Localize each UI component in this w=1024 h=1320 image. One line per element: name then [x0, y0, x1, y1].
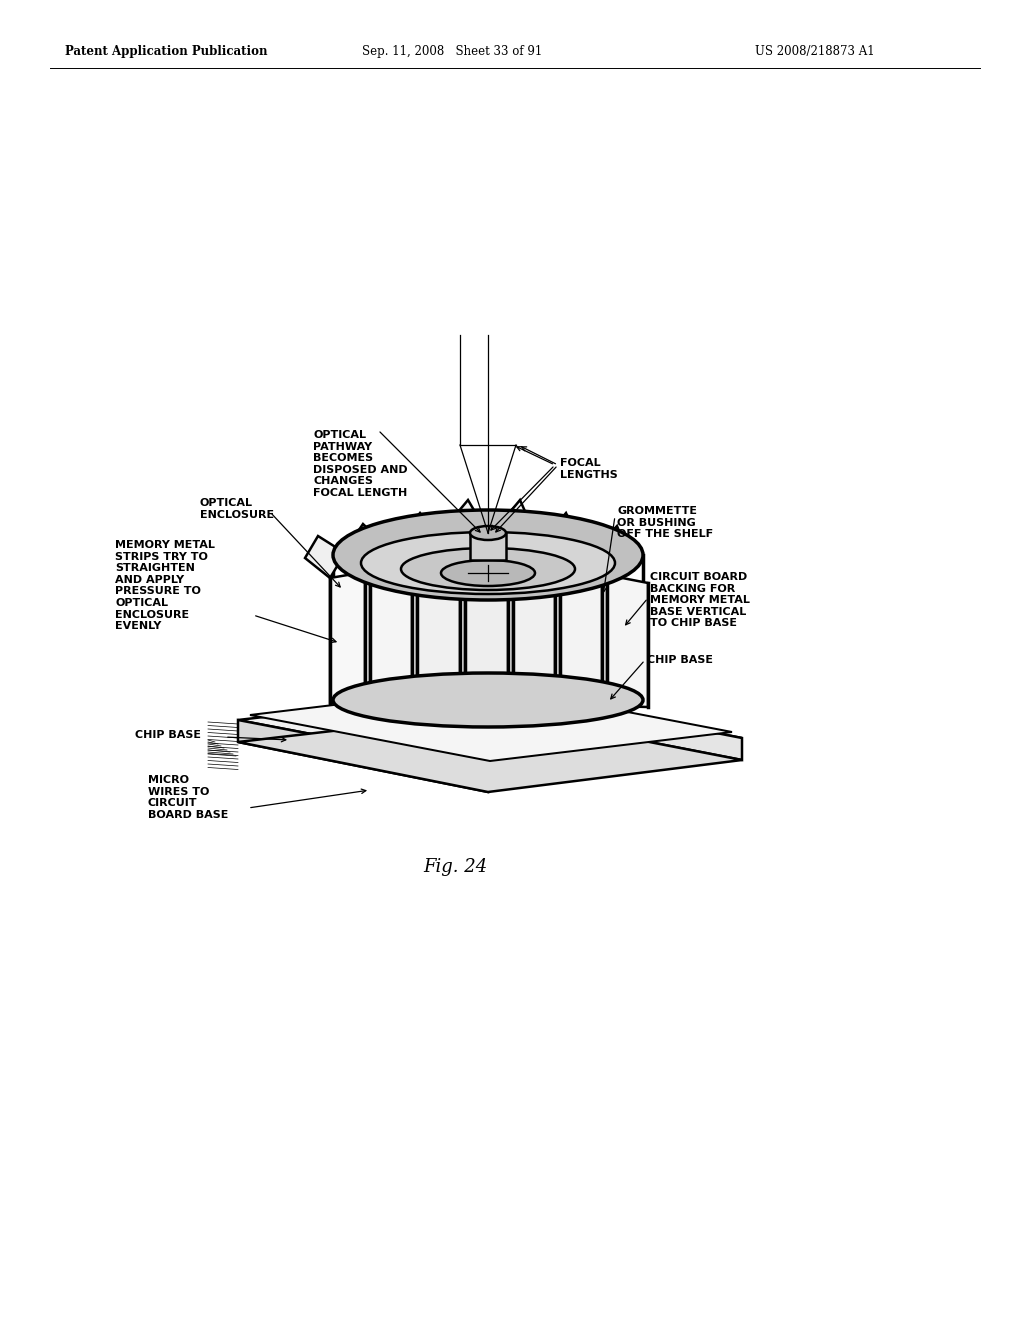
Text: Fig. 24: Fig. 24 — [423, 858, 487, 876]
Text: OPTICAL
ENCLOSURE: OPTICAL ENCLOSURE — [200, 498, 274, 520]
Polygon shape — [449, 500, 488, 560]
Polygon shape — [417, 558, 460, 697]
Polygon shape — [348, 524, 388, 572]
Polygon shape — [465, 558, 508, 693]
Polygon shape — [500, 500, 535, 560]
Text: MEMORY METAL
STRIPS TRY TO
STRAIGHTEN
AND APPLY
PRESSURE TO
OPTICAL
ENCLOSURE
EV: MEMORY METAL STRIPS TRY TO STRAIGHTEN AN… — [115, 540, 215, 631]
Text: CHIP BASE: CHIP BASE — [647, 655, 713, 665]
Text: MICRO
WIRES TO
CIRCUIT
BOARD BASE: MICRO WIRES TO CIRCUIT BOARD BASE — [148, 775, 228, 820]
Polygon shape — [548, 513, 580, 564]
Text: GROMMETTE
OR BUSHING
OFF THE SHELF: GROMMETTE OR BUSHING OFF THE SHELF — [617, 506, 713, 539]
Polygon shape — [513, 561, 555, 697]
Ellipse shape — [333, 510, 643, 601]
Polygon shape — [250, 686, 732, 762]
Polygon shape — [495, 690, 742, 760]
Ellipse shape — [401, 548, 575, 590]
Ellipse shape — [333, 673, 643, 727]
Ellipse shape — [470, 525, 506, 540]
Polygon shape — [238, 711, 742, 792]
Text: CHIP BASE: CHIP BASE — [135, 730, 201, 741]
Polygon shape — [333, 554, 643, 700]
Text: FOCAL
LENGTHS: FOCAL LENGTHS — [560, 458, 617, 479]
Text: Sep. 11, 2008   Sheet 33 of 91: Sep. 11, 2008 Sheet 33 of 91 — [362, 45, 543, 58]
Text: US 2008/218873 A1: US 2008/218873 A1 — [755, 45, 874, 58]
Polygon shape — [305, 536, 345, 578]
Polygon shape — [238, 690, 742, 768]
Ellipse shape — [361, 532, 615, 594]
Polygon shape — [330, 572, 365, 704]
Text: CIRCUIT BOARD
BACKING FOR
MEMORY METAL
BASE VERTICAL
TO CHIP BASE: CIRCUIT BOARD BACKING FOR MEMORY METAL B… — [650, 572, 750, 628]
Polygon shape — [560, 566, 602, 704]
Ellipse shape — [441, 560, 535, 586]
Polygon shape — [370, 565, 412, 702]
Polygon shape — [470, 533, 506, 560]
Text: Patent Application Publication: Patent Application Publication — [65, 45, 267, 58]
Polygon shape — [607, 576, 648, 708]
Polygon shape — [402, 513, 440, 565]
Text: OPTICAL
PATHWAY
BECOMES
DISPOSED AND
CHANGES
FOCAL LENGTH: OPTICAL PATHWAY BECOMES DISPOSED AND CHA… — [313, 430, 408, 498]
Polygon shape — [238, 719, 488, 792]
Polygon shape — [598, 525, 628, 572]
